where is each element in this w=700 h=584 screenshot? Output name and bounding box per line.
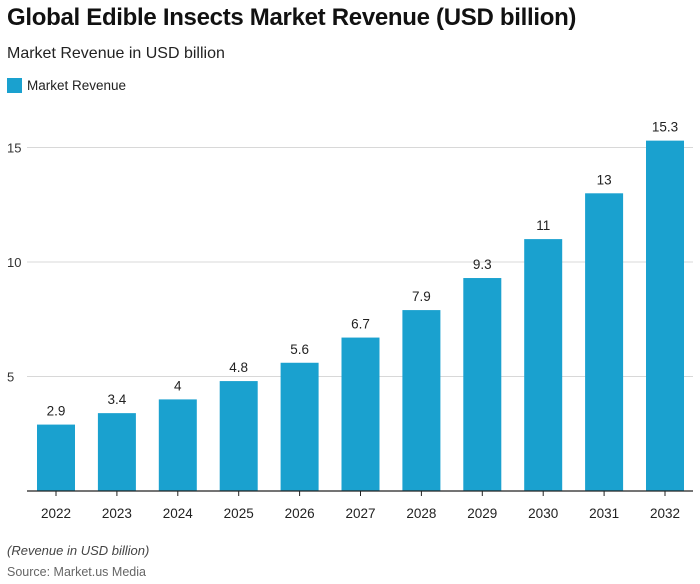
data-label: 7.9 bbox=[412, 289, 431, 304]
legend: Market Revenue bbox=[7, 78, 126, 93]
bar bbox=[280, 362, 319, 491]
bar bbox=[158, 399, 197, 491]
y-tick-label: 10 bbox=[7, 255, 21, 270]
x-tick-label: 2031 bbox=[589, 506, 619, 521]
data-label: 2.9 bbox=[47, 404, 66, 419]
data-label: 15.3 bbox=[652, 120, 678, 135]
x-tick-label: 2023 bbox=[102, 506, 132, 521]
chart-source: Source: Market.us Media bbox=[7, 565, 146, 579]
bar bbox=[97, 413, 136, 491]
data-label: 5.6 bbox=[290, 342, 309, 357]
data-label: 11 bbox=[536, 218, 550, 233]
chart-subtitle: Market Revenue in USD billion bbox=[7, 45, 225, 62]
bar bbox=[463, 278, 502, 491]
chart-note: (Revenue in USD billion) bbox=[7, 543, 150, 558]
x-tick-label: 2030 bbox=[528, 506, 558, 521]
bar bbox=[37, 424, 75, 491]
data-label: 6.7 bbox=[351, 317, 370, 332]
y-tick-label: 5 bbox=[7, 370, 14, 385]
bar bbox=[402, 310, 441, 491]
x-tick-label: 2024 bbox=[163, 506, 194, 521]
x-tick-label: 2032 bbox=[650, 506, 680, 521]
x-tick-label: 2029 bbox=[467, 506, 497, 521]
bar bbox=[646, 140, 684, 491]
x-tick-label: 2025 bbox=[224, 506, 254, 521]
data-label: 4.8 bbox=[229, 360, 248, 375]
legend-swatch bbox=[7, 78, 22, 93]
bar bbox=[585, 193, 624, 492]
bar bbox=[524, 239, 563, 491]
x-tick-label: 2026 bbox=[285, 506, 315, 521]
data-label: 4 bbox=[174, 378, 182, 393]
x-tick-label: 2027 bbox=[345, 506, 375, 521]
data-label: 13 bbox=[597, 172, 612, 187]
data-label: 3.4 bbox=[108, 392, 127, 407]
x-tick-label: 2022 bbox=[41, 506, 71, 521]
chart-title: Global Edible Insects Market Revenue (US… bbox=[7, 4, 577, 31]
bar bbox=[341, 337, 380, 491]
data-label: 9.3 bbox=[473, 257, 492, 272]
bar bbox=[219, 381, 258, 491]
x-tick-label: 2028 bbox=[406, 506, 436, 521]
y-tick-label: 15 bbox=[7, 141, 21, 156]
legend-label: Market Revenue bbox=[27, 78, 127, 93]
